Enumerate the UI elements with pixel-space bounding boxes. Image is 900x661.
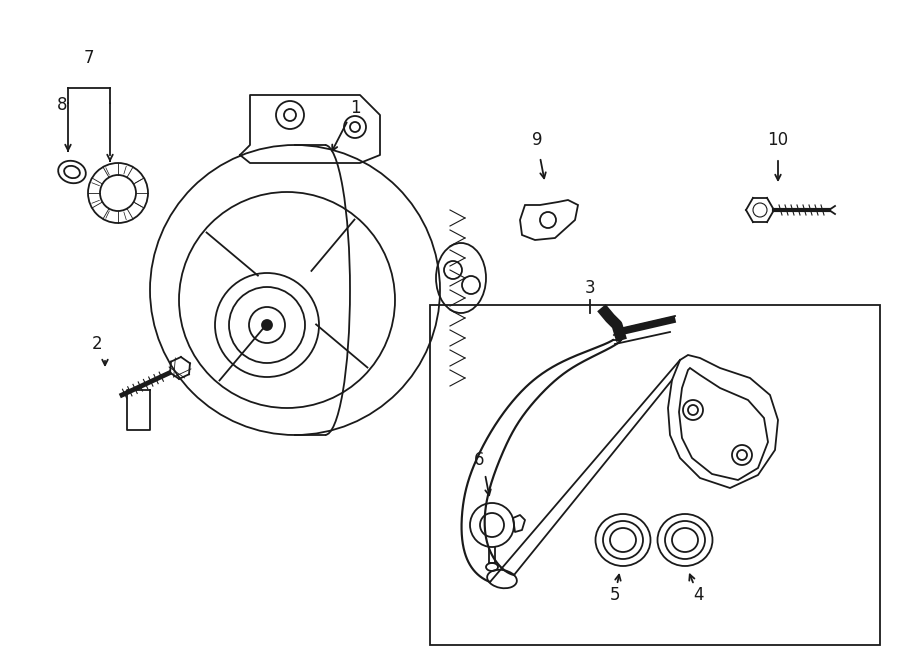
Text: 3: 3 [585,279,595,297]
Text: 7: 7 [84,49,94,67]
Polygon shape [679,368,768,480]
Text: 10: 10 [768,131,788,149]
Polygon shape [520,200,578,240]
Text: 5: 5 [610,586,620,604]
Polygon shape [668,355,778,488]
Text: 1: 1 [350,99,360,117]
Circle shape [262,320,272,330]
Text: 2: 2 [92,335,103,353]
Bar [430,305,880,645]
Text: 4: 4 [693,586,703,604]
Text: 9: 9 [532,131,542,149]
Text: 6: 6 [473,451,484,469]
Text: 8: 8 [57,96,68,114]
